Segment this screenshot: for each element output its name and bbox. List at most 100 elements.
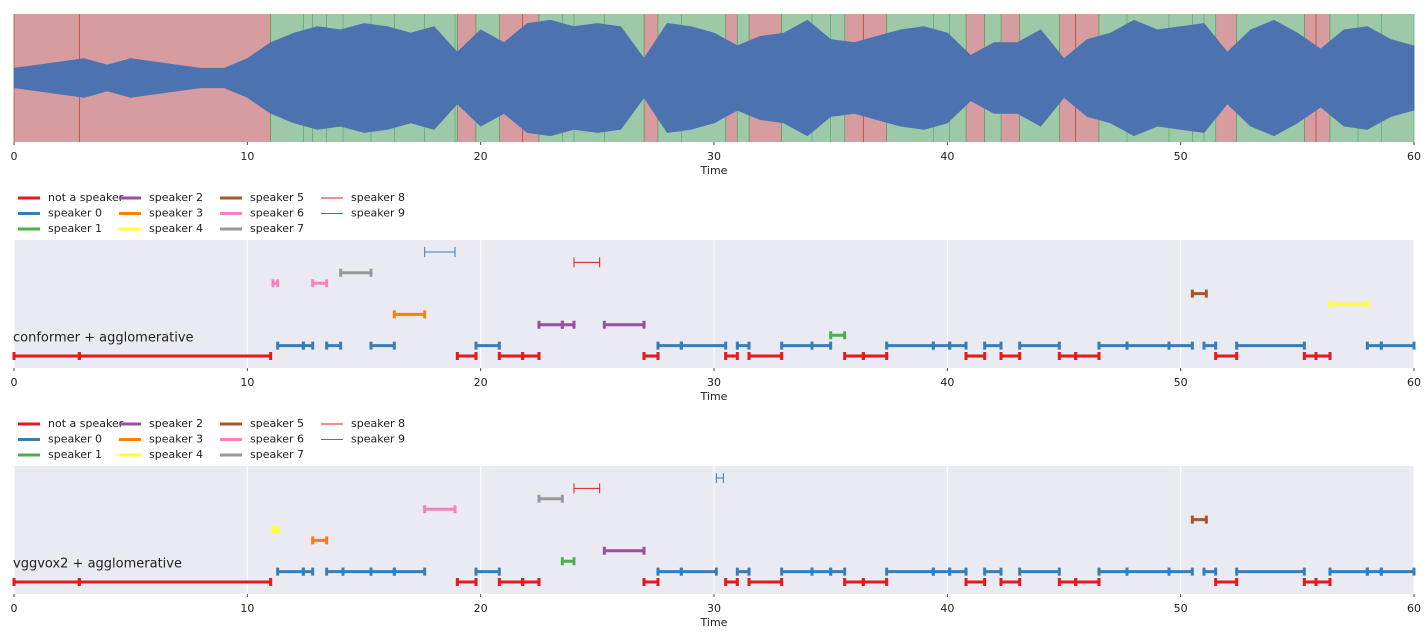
segment — [829, 331, 847, 340]
segment — [983, 341, 1003, 350]
segment — [521, 578, 541, 586]
segment — [311, 536, 329, 545]
segment — [1328, 300, 1369, 308]
panel-title: vggvox2 + agglomerative — [13, 557, 182, 572]
segment — [1214, 578, 1239, 586]
x-tick-label: 0 — [11, 376, 18, 389]
x-axis-label: Time — [700, 390, 728, 403]
segment — [392, 310, 427, 319]
segment — [311, 279, 329, 288]
x-axis-label: Time — [700, 616, 728, 629]
legend-label: not a speaker — [48, 191, 124, 204]
x-tick-label: 30 — [707, 602, 721, 615]
x-tick-label: 0 — [11, 150, 18, 163]
x-tick-label: 40 — [940, 376, 954, 389]
segment — [271, 279, 280, 288]
legend-label: speaker 3 — [149, 433, 203, 446]
panel-title: conformer + agglomerative — [13, 331, 194, 346]
segment — [1018, 567, 1061, 576]
segment — [679, 567, 718, 576]
segment — [810, 341, 833, 350]
x-tick-label: 30 — [707, 376, 721, 389]
segment — [560, 320, 576, 329]
segment — [455, 578, 478, 586]
x-tick-label: 50 — [1174, 376, 1188, 389]
legend-label: speaker 2 — [149, 191, 203, 204]
segment — [301, 341, 315, 350]
segment — [339, 268, 373, 277]
legend-label: speaker 6 — [250, 207, 304, 220]
segment — [1202, 341, 1218, 350]
legend-label: speaker 6 — [250, 433, 304, 446]
legend-label: speaker 4 — [149, 222, 203, 235]
segment — [573, 257, 601, 268]
segment — [521, 352, 541, 360]
legend-label: speaker 5 — [250, 417, 304, 430]
legend-label: speaker 2 — [149, 417, 203, 430]
segment — [724, 352, 739, 360]
segment — [1202, 567, 1218, 576]
segment — [724, 578, 739, 586]
x-tick-label: 30 — [707, 150, 721, 163]
segment — [325, 341, 343, 350]
waveform — [13, 19, 1415, 137]
legend-label: speaker 9 — [351, 207, 405, 220]
x-tick-label: 50 — [1174, 150, 1188, 163]
legend-label: not a speaker — [48, 417, 124, 430]
legend-label: speaker 8 — [351, 191, 405, 204]
x-tick-label: 40 — [940, 150, 954, 163]
x-tick-label: 20 — [474, 602, 488, 615]
segment — [829, 567, 847, 576]
x-tick-label: 10 — [240, 150, 254, 163]
segment — [999, 352, 1022, 360]
segment — [1074, 578, 1101, 586]
legend-label: speaker 0 — [48, 207, 102, 220]
legend-label: speaker 3 — [149, 207, 203, 220]
segment — [560, 557, 576, 566]
segment — [679, 341, 728, 350]
legend-label: speaker 1 — [48, 448, 102, 461]
segment — [1314, 352, 1332, 360]
segment — [1235, 567, 1306, 576]
segment — [369, 341, 396, 350]
segment — [964, 352, 987, 360]
x-tick-label: 10 — [240, 376, 254, 389]
segment — [77, 352, 273, 360]
segment — [1018, 341, 1061, 350]
x-tick-label: 60 — [1407, 376, 1421, 389]
legend-label: speaker 7 — [250, 222, 304, 235]
segment — [715, 473, 724, 483]
segment — [983, 567, 1003, 576]
segment — [1190, 515, 1208, 524]
x-tick-label: 0 — [11, 602, 18, 615]
segment — [1379, 567, 1416, 576]
segment — [537, 494, 564, 503]
segment — [455, 352, 478, 360]
segment — [861, 352, 889, 360]
legend-label: speaker 0 — [48, 433, 102, 446]
segment — [1214, 352, 1239, 360]
segment — [474, 341, 501, 350]
segment — [948, 567, 968, 576]
segment — [77, 578, 273, 586]
segment — [301, 567, 315, 576]
segment — [747, 578, 784, 586]
segment — [424, 247, 456, 257]
segment — [747, 352, 784, 360]
segment — [861, 578, 889, 586]
segment — [1235, 341, 1306, 350]
x-tick-label: 20 — [474, 150, 488, 163]
segment — [642, 578, 660, 586]
segment — [1190, 289, 1208, 298]
segment — [642, 352, 660, 360]
legend-label: speaker 8 — [351, 417, 405, 430]
x-tick-label: 20 — [474, 376, 488, 389]
segment — [474, 567, 501, 576]
segment — [271, 526, 280, 534]
segment — [1167, 567, 1194, 576]
x-tick-label: 40 — [940, 602, 954, 615]
segment — [735, 567, 751, 576]
segment — [1314, 578, 1332, 586]
